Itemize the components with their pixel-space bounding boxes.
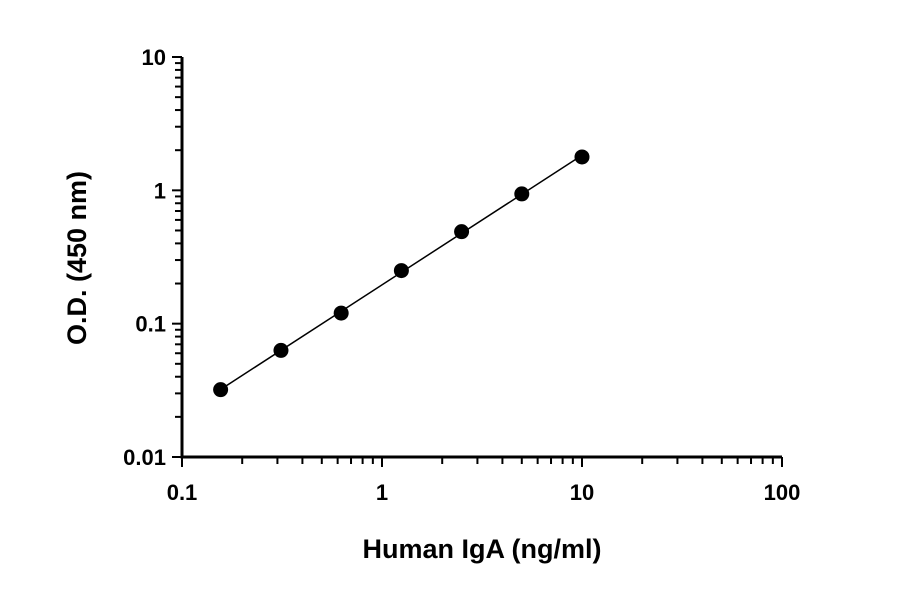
series — [213, 149, 590, 398]
data-point — [273, 342, 289, 358]
y-axis-title: O.D. (450 nm) — [62, 171, 92, 345]
x-tick-label: 1 — [376, 480, 388, 505]
axes — [180, 57, 782, 459]
x-tick-label: 0.1 — [167, 480, 198, 505]
data-point — [454, 224, 470, 240]
ticks — [172, 56, 783, 467]
y-tick-label: 10 — [142, 45, 166, 70]
data-point — [393, 263, 409, 279]
x-tick-label: 10 — [570, 480, 594, 505]
data-point — [333, 305, 349, 321]
y-tick-label: 1 — [154, 178, 166, 203]
data-point — [574, 149, 590, 165]
data-point — [213, 382, 229, 398]
data-point — [514, 186, 530, 202]
y-tick-label: 0.01 — [123, 445, 166, 470]
x-tick-label: 100 — [764, 480, 801, 505]
x-axis-title: Human IgA (ng/ml) — [363, 534, 602, 564]
y-tick-label: 0.1 — [135, 312, 166, 337]
